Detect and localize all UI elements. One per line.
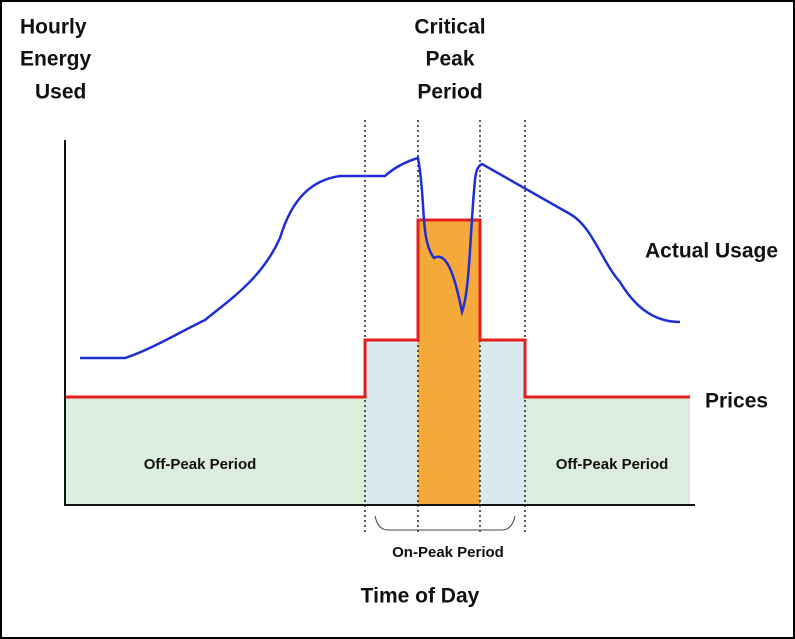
- off-peak-area: [525, 397, 690, 505]
- usage-label: Actual Usage: [645, 240, 778, 263]
- critical-label: Critical: [414, 16, 485, 39]
- off-peak-area: [65, 397, 365, 505]
- critical-area: [418, 220, 480, 505]
- usage-curve: [80, 156, 681, 360]
- y-axis-label: Energy: [20, 48, 92, 71]
- on-peak-label: On-Peak Period: [392, 544, 504, 561]
- y-axis-label: Used: [35, 81, 86, 104]
- x-axis-label: Time of Day: [361, 585, 480, 608]
- critical-label: Period: [417, 81, 482, 104]
- y-axis-label: Hourly: [20, 16, 87, 39]
- off-peak-label: Off-Peak Period: [144, 456, 257, 473]
- axes: [64, 140, 695, 506]
- price-line: [65, 218, 690, 399]
- off-peak-label: Off-Peak Period: [556, 456, 669, 473]
- critical-label: Peak: [425, 48, 474, 71]
- prices-label: Prices: [705, 390, 768, 413]
- on-peak-bracket: [374, 515, 516, 531]
